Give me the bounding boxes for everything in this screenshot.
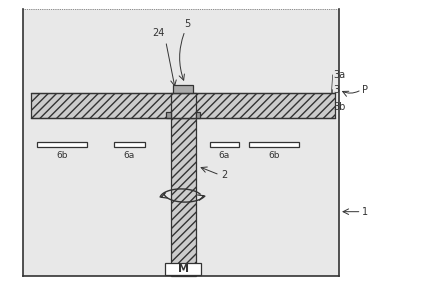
Text: 6a: 6a [219,151,230,161]
Text: P: P [362,85,368,95]
Text: 24: 24 [152,28,164,38]
Polygon shape [196,112,200,118]
Text: 6b: 6b [268,151,279,161]
Polygon shape [173,85,193,93]
Text: 3a: 3a [333,70,346,80]
Text: 1: 1 [362,207,368,217]
Text: 3: 3 [333,85,339,95]
Polygon shape [165,263,201,275]
Text: 6b: 6b [56,151,67,161]
Text: M: M [177,264,189,274]
Text: 5: 5 [184,19,190,29]
Polygon shape [114,142,145,147]
Text: 6a: 6a [124,151,135,161]
Polygon shape [210,142,239,147]
Polygon shape [31,93,336,118]
Text: 2: 2 [222,170,228,180]
Polygon shape [249,142,299,147]
Polygon shape [37,142,87,147]
Polygon shape [170,118,196,276]
Text: 3b: 3b [333,102,346,112]
Polygon shape [23,9,339,276]
Polygon shape [170,93,196,118]
Polygon shape [166,112,170,118]
